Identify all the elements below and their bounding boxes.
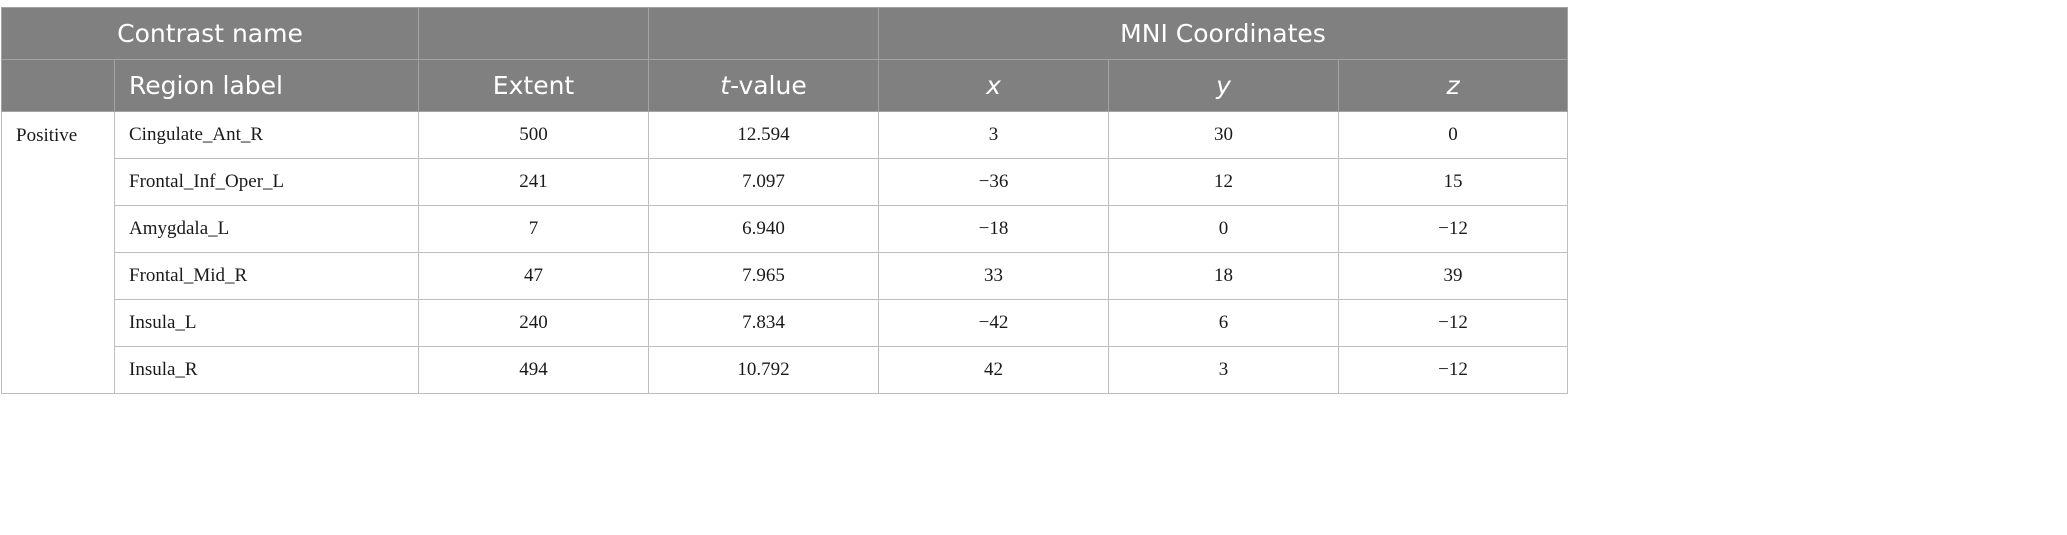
header-empty-t xyxy=(648,7,880,60)
header-extent: Extent xyxy=(418,59,650,112)
header-mni-coordinates: MNI Coordinates xyxy=(878,7,1569,60)
x-cell: 42 xyxy=(878,346,1110,394)
extent-cell: 494 xyxy=(418,346,650,394)
table-row: Insula_L 240 7.834 −42 6 −12 xyxy=(2,299,1569,347)
extent-cell: 241 xyxy=(418,158,650,206)
t-value-cell: 10.792 xyxy=(648,346,880,394)
z-cell: −12 xyxy=(1338,205,1569,253)
header-empty-group xyxy=(1,59,115,112)
t-value-cell: 12.594 xyxy=(648,111,880,159)
table-row: Positive Cingulate_Ant_R 500 12.594 3 30… xyxy=(1,111,1569,394)
table-row: Insula_R 494 10.792 42 3 −12 xyxy=(2,346,1569,394)
z-cell: 39 xyxy=(1338,252,1569,300)
y-cell: 0 xyxy=(1108,205,1340,253)
header-empty-extent xyxy=(418,7,650,60)
y-cell: 18 xyxy=(1108,252,1340,300)
header-y: y xyxy=(1108,59,1340,112)
header-contrast-name: Contrast name xyxy=(0,7,420,60)
t-value-cell: 7.097 xyxy=(648,158,880,206)
z-cell: 15 xyxy=(1338,158,1569,206)
region-cell: Cingulate_Ant_R xyxy=(113,111,420,159)
x-cell: −36 xyxy=(878,158,1110,206)
region-cell: Frontal_Mid_R xyxy=(113,252,420,300)
header-t-italic: t xyxy=(720,71,731,100)
t-value-cell: 7.834 xyxy=(648,299,880,347)
y-cell: 30 xyxy=(1108,111,1340,159)
z-cell: −12 xyxy=(1338,346,1569,394)
group-label: Positive xyxy=(1,111,115,394)
region-cell: Insula_R xyxy=(113,346,420,394)
x-cell: 33 xyxy=(878,252,1110,300)
y-cell: 12 xyxy=(1108,158,1340,206)
extent-cell: 500 xyxy=(418,111,650,159)
extent-cell: 7 xyxy=(418,205,650,253)
t-value-cell: 6.940 xyxy=(648,205,880,253)
header-x: x xyxy=(878,59,1110,112)
header-t-value: t-value xyxy=(648,59,880,112)
x-cell: −42 xyxy=(878,299,1110,347)
header-t-suffix: -value xyxy=(730,71,807,100)
x-cell: −18 xyxy=(878,205,1110,253)
region-cell: Frontal_Inf_Oper_L xyxy=(113,158,420,206)
extent-cell: 47 xyxy=(418,252,650,300)
extent-cell: 240 xyxy=(418,299,650,347)
header-z: z xyxy=(1338,59,1569,112)
header-row-1: Contrast name MNI Coordinates xyxy=(0,7,1569,60)
header-row-2: Region label Extent t-value x y z xyxy=(1,59,1569,112)
region-cell: Amygdala_L xyxy=(113,205,420,253)
y-cell: 6 xyxy=(1108,299,1340,347)
z-cell: −12 xyxy=(1338,299,1569,347)
table-row: Amygdala_L 7 6.940 −18 0 −12 xyxy=(2,205,1569,253)
t-value-cell: 7.965 xyxy=(648,252,880,300)
results-table: Contrast name MNI Coordinates Region lab… xyxy=(0,7,1569,394)
table-row: Frontal_Mid_R 47 7.965 33 18 39 xyxy=(2,252,1569,300)
region-cell: Insula_L xyxy=(113,299,420,347)
header-region-label: Region label xyxy=(113,59,420,112)
x-cell: 3 xyxy=(878,111,1110,159)
table-row: Frontal_Inf_Oper_L 241 7.097 −36 12 15 xyxy=(2,158,1569,206)
z-cell: 0 xyxy=(1338,111,1569,159)
y-cell: 3 xyxy=(1108,346,1340,394)
